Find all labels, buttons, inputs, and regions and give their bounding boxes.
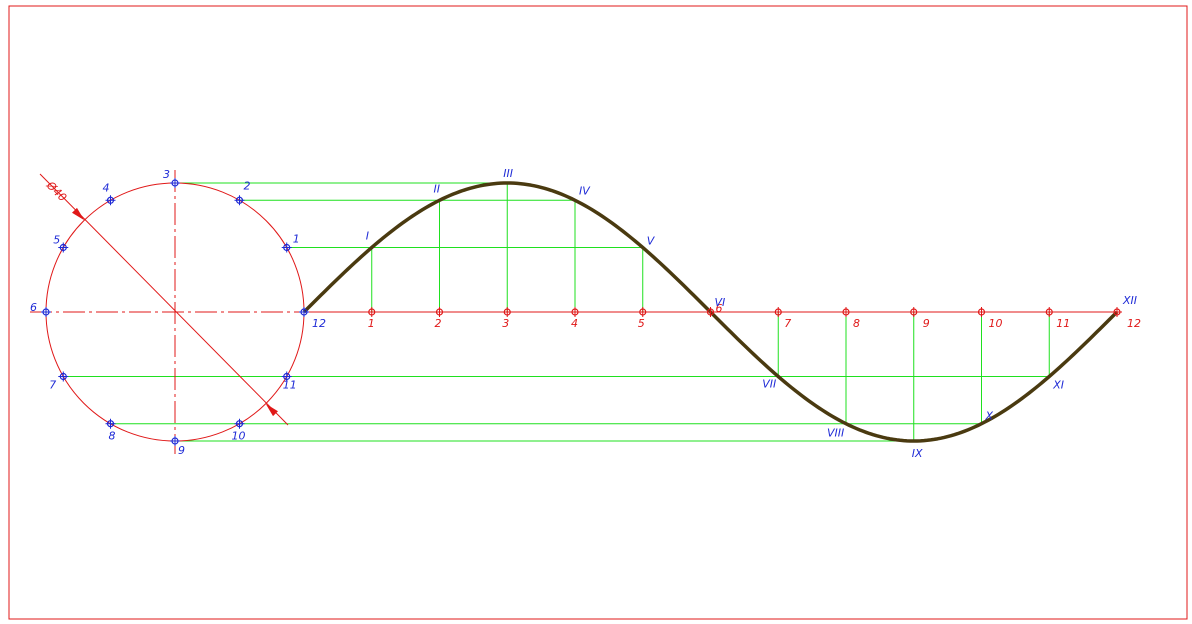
curve-point-label: V <box>647 235 656 248</box>
axis-point-marker <box>570 307 580 317</box>
axis-point-label: 10 <box>989 317 1003 330</box>
axis-point-label: 3 <box>502 317 509 330</box>
curve-point-label: XI <box>1052 379 1064 392</box>
axis-point-marker <box>773 307 784 317</box>
dimension-arrow <box>72 207 85 221</box>
curve-point-label: II <box>434 182 441 195</box>
dimension-arrow <box>265 403 278 417</box>
axis-point-label: 7 <box>784 317 791 330</box>
circle-point-marker <box>234 418 245 429</box>
circle-point-marker <box>281 371 292 382</box>
curve-point-label: X <box>985 410 994 423</box>
circle-point-label: 2 <box>244 179 251 192</box>
axis-point-label: 6 <box>716 302 723 315</box>
circle-point-marker <box>170 436 180 446</box>
circle-point-marker <box>281 242 292 253</box>
curve-point-label: XII <box>1122 294 1137 307</box>
curve-point-label: VI <box>715 296 726 309</box>
curve-point-label: VII <box>762 378 776 391</box>
circle-point-label: 4 <box>103 181 110 194</box>
axis-point-marker <box>1044 307 1055 317</box>
axis-point-label: 1 <box>368 317 375 330</box>
drawing-frame <box>8 5 1188 620</box>
curve-point-label: III <box>503 167 513 180</box>
axis-point-marker <box>1112 307 1122 317</box>
circle-point-marker <box>234 195 245 206</box>
axis-point-marker <box>366 307 377 317</box>
circle-point-label: 9 <box>178 444 185 457</box>
circle-point-marker <box>105 418 116 429</box>
projection-lines <box>63 182 1050 442</box>
axis-point-label: 11 <box>1056 317 1070 330</box>
curve-point-label: VIII <box>827 427 844 440</box>
axis-point-label: 5 <box>638 317 645 330</box>
circle-point-label: 3 <box>163 168 170 181</box>
circle-point-marker <box>58 242 69 253</box>
circle-point-marker <box>105 195 116 206</box>
curve-point-label: IX <box>912 447 923 460</box>
circle-point-label: 11 <box>283 379 297 392</box>
circle-point-label: 1 <box>293 233 300 246</box>
point-markers <box>41 178 1122 446</box>
axis-point-label: 2 <box>435 317 442 330</box>
circle-point-label: 8 <box>109 430 116 443</box>
axis-point-marker <box>637 307 648 317</box>
axis-point-label: 8 <box>853 317 860 330</box>
axis-point-marker <box>908 307 919 317</box>
circle-point-marker <box>58 371 69 382</box>
axis-point-label: 12 <box>1127 317 1141 330</box>
circle-point-marker <box>299 307 309 317</box>
axis-point-label: 9 <box>923 317 930 330</box>
diameter-dimension: Ø40 <box>39 173 289 426</box>
axis-point-marker <box>434 307 445 317</box>
curve-point-label: I <box>366 230 369 243</box>
circle-point-label: 12 <box>312 317 326 330</box>
curve-point-label: IV <box>579 184 591 197</box>
circle-point-label: 6 <box>30 301 37 314</box>
axis-point-marker <box>841 307 851 317</box>
diameter-label: Ø40 <box>43 178 69 204</box>
circle-point-marker <box>41 307 51 317</box>
circle-point-label: 5 <box>53 234 60 247</box>
axis-point-marker <box>976 307 987 317</box>
circle-point-label: 7 <box>49 379 56 392</box>
circle-point-marker <box>170 178 180 188</box>
axis-point-marker <box>705 307 716 317</box>
axis-point-label: 4 <box>571 317 578 330</box>
circle-point-label: 10 <box>232 430 246 443</box>
axis-point-marker <box>502 307 513 317</box>
